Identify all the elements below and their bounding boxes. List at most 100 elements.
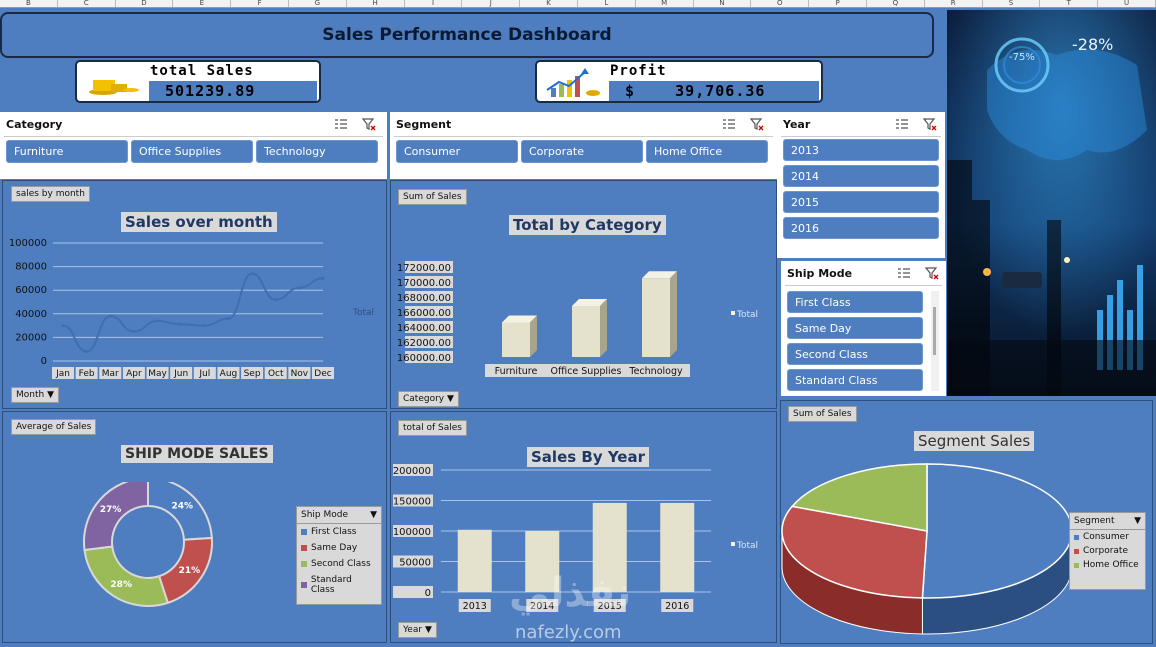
x-tick-label-bg	[288, 367, 311, 379]
clear-filter-icon[interactable]	[750, 117, 764, 131]
bar	[457, 529, 492, 592]
y-tick-label: 160000.00	[397, 353, 451, 364]
x-tick-label: Dec	[314, 369, 331, 379]
bar	[642, 278, 670, 357]
multiselect-icon[interactable]	[334, 117, 348, 131]
x-tick-label: Jun	[173, 369, 188, 379]
y-tick-label: 150000	[393, 497, 431, 508]
x-tick-label-bg	[526, 599, 559, 612]
legend-label: Corporate	[1083, 546, 1128, 556]
chart-title: Sales By Year	[527, 447, 650, 467]
x-tick-label: Sep	[244, 369, 261, 379]
x-tick-label: Mar	[102, 369, 119, 379]
field-button-average-of-sales[interactable]: Average of Sales	[11, 419, 97, 435]
x-tick-label: 2015	[598, 601, 622, 612]
clear-filter-icon[interactable]	[362, 117, 376, 131]
column-letter: J	[462, 0, 521, 7]
y-tick-label: 164000.00	[397, 323, 451, 334]
legend-header[interactable]: Ship Mode ▼	[297, 507, 381, 524]
bar-top	[502, 315, 537, 323]
y-tick-label-bg	[393, 464, 433, 476]
axis-button-label: Year	[403, 625, 423, 635]
slicer-item-second-class[interactable]: Second Class	[787, 343, 923, 365]
chart-total-by-category: Sum of Sales Total by Category 160000.00…	[390, 180, 777, 409]
axis-button-month[interactable]: Month ▼	[11, 387, 60, 403]
x-tick-label-bg	[622, 364, 690, 377]
slicer-item-consumer[interactable]: Consumer	[396, 140, 518, 163]
y-tick-label: 0	[41, 356, 47, 367]
slicer-ship-mode-title: Ship Mode	[787, 267, 853, 280]
category-bar-chart-area: 160000.00 162000.00 164000.00 166000.00 1680…	[397, 261, 758, 377]
slicer-segment-title: Segment	[396, 118, 452, 131]
slicer-category-title: Category	[6, 118, 63, 131]
watermark-url: nafezly.com	[515, 622, 622, 643]
bar	[572, 306, 600, 357]
x-tick-label-bg	[122, 367, 145, 379]
chart-sales-over-month: sales by month Sales over month 0 20000 40…	[2, 180, 387, 409]
axis-button-year[interactable]: Year ▼	[398, 622, 437, 638]
legend-label: Same Day	[311, 543, 358, 553]
data-label: 27%	[100, 505, 122, 515]
slicer-item-2014[interactable]: 2014	[783, 165, 939, 187]
slicer-item-2013[interactable]: 2013	[783, 139, 939, 161]
data-point	[321, 276, 325, 280]
bar	[525, 531, 560, 592]
y-tick-label-bg	[393, 555, 433, 568]
legend-header[interactable]: Segment ▼	[1070, 513, 1145, 530]
kpi-sales-value: 501239.89	[149, 81, 317, 101]
x-tick-label-bg	[593, 599, 626, 612]
axis-button-label: Category	[403, 394, 445, 404]
column-letter: C	[58, 0, 116, 7]
dropdown-arrow-icon: ▼	[447, 394, 454, 404]
photo-percent-label-2: -75%	[1009, 52, 1035, 63]
bar-side	[600, 299, 607, 357]
column-letter: F	[231, 0, 289, 7]
multiselect-icon[interactable]	[897, 266, 911, 280]
column-letter: M	[636, 0, 694, 7]
pie-slice	[921, 463, 1071, 599]
x-tick-label-bg	[458, 599, 491, 612]
y-tick-label-bg	[405, 261, 453, 273]
legend-entry: Consumer	[1070, 530, 1145, 544]
slicer-scrollbar-thumb[interactable]	[933, 307, 936, 355]
x-tick-label: Oct	[268, 369, 284, 379]
y-tick-label-bg	[405, 336, 453, 348]
field-button-sum-of-sales[interactable]: Sum of Sales	[788, 406, 857, 422]
slicer-year-title: Year	[783, 118, 811, 131]
donut-slice	[83, 545, 170, 607]
column-letter: P	[809, 0, 867, 7]
y-tick-label: 0	[425, 588, 431, 599]
slicer-item-standard-class[interactable]: Standard Class	[787, 369, 923, 391]
kpi-sales-label: total Sales	[150, 63, 254, 79]
field-button-total-of-sales[interactable]: total of Sales	[398, 420, 467, 436]
axis-button-category[interactable]: Category ▼	[398, 391, 459, 407]
slicer-item-furniture[interactable]: Furniture	[6, 140, 128, 163]
clear-filter-icon[interactable]	[925, 266, 939, 280]
segment-legend: Segment ▼ Consumer Corporate Home Office	[1069, 512, 1146, 590]
column-letter: G	[289, 0, 347, 7]
slicer-item-first-class[interactable]: First Class	[787, 291, 923, 313]
bar-side	[670, 271, 677, 357]
column-letter: T	[1040, 0, 1099, 7]
slicer-item-same-day[interactable]: Same Day	[787, 317, 923, 339]
legend-swatch	[301, 529, 307, 535]
slicer-item-office-supplies[interactable]: Office Supplies	[131, 140, 253, 163]
legend-entry: Corporate	[1070, 544, 1145, 558]
y-tick-label-bg	[405, 321, 453, 333]
data-point	[203, 324, 207, 328]
slicer-item-home-office[interactable]: Home Office	[646, 140, 768, 163]
field-button-sales-by-month[interactable]: sales by month	[11, 186, 90, 202]
slicer-item-2016[interactable]: 2016	[783, 217, 939, 239]
slicer-item-2015[interactable]: 2015	[783, 191, 939, 213]
clear-filter-icon[interactable]	[923, 117, 937, 131]
slicer-item-technology[interactable]: Technology	[256, 140, 378, 163]
slicer-item-corporate[interactable]: Corporate	[521, 140, 643, 163]
slicer-divider	[785, 285, 942, 286]
multiselect-icon[interactable]	[722, 117, 736, 131]
bar	[592, 502, 627, 592]
column-letter: K	[520, 0, 578, 7]
slicer-scrollbar[interactable]	[931, 291, 939, 391]
field-button-sum-of-sales[interactable]: Sum of Sales	[398, 189, 467, 205]
multiselect-icon[interactable]	[895, 117, 909, 131]
x-tick-label-bg	[170, 367, 193, 379]
